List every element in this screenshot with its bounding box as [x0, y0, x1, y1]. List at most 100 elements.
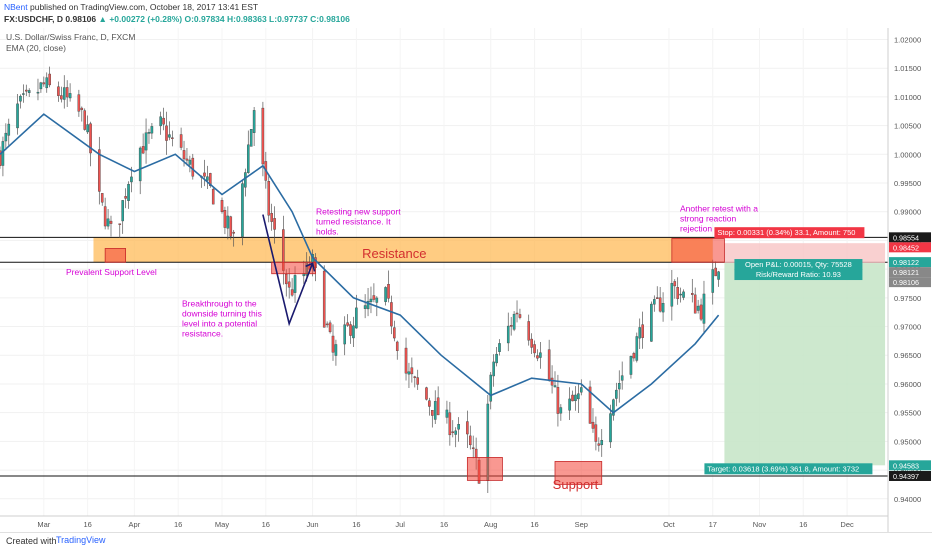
candle-body: [57, 86, 60, 96]
time-tick-label: 16: [262, 520, 270, 529]
candle-body: [466, 421, 469, 435]
candle-body: [407, 371, 411, 375]
ema-line: [0, 113, 720, 414]
time-tick-label: 17: [709, 520, 717, 529]
candle-body: [474, 448, 478, 458]
candle-body: [267, 181, 271, 216]
candle-body: [270, 213, 273, 222]
candle-body: [556, 386, 560, 414]
candle-body: [436, 397, 440, 416]
candle-body: [489, 374, 493, 402]
candle-body: [185, 158, 189, 161]
candle-body: [7, 123, 11, 136]
candle-body: [77, 94, 81, 112]
candle-body: [162, 117, 165, 125]
price-tag-bg: [889, 242, 931, 253]
candle-body: [369, 298, 373, 303]
price-tag: 0.98121: [893, 268, 919, 277]
rr-label: Risk/Reward Ratio: 10.93: [756, 270, 841, 279]
target-label: Target: 0.03618 (3.69%) 361.8, Amount: 3…: [707, 464, 859, 473]
time-tick-label: Apr: [129, 520, 141, 529]
author-link[interactable]: NBent: [4, 2, 28, 12]
candle-body: [165, 125, 168, 141]
candle-body: [547, 349, 551, 381]
candle-body: [433, 401, 437, 420]
candle-body: [0, 150, 2, 166]
price-tag: 0.98106: [893, 278, 919, 287]
price-tick-label: 0.95000: [894, 437, 921, 446]
drawings: [262, 214, 316, 327]
candle-body: [448, 412, 452, 436]
candle-body: [670, 283, 674, 307]
candle-body: [103, 206, 107, 227]
candle-body: [203, 172, 206, 177]
created-with-label: Created with: [6, 536, 57, 546]
stop-zone: [724, 243, 886, 264]
candle-body: [86, 124, 89, 133]
candle-body: [404, 347, 408, 374]
candle-body: [588, 386, 592, 424]
retest-support-label: Retesting new support: [316, 207, 401, 217]
price-tick-label: 0.97500: [894, 294, 921, 303]
candle-body: [159, 116, 162, 127]
candle-body: [617, 383, 621, 390]
candle-body: [287, 281, 291, 288]
candle-body: [638, 327, 642, 339]
time-tick-label: Nov: [753, 520, 767, 529]
ema-legend: EMA (20, close): [6, 43, 66, 53]
price-tick-label: 0.99500: [894, 179, 921, 188]
time-tick-label: Mar: [37, 520, 50, 529]
candle-body: [109, 220, 113, 224]
tradingview-logo[interactable]: TradingView: [56, 535, 106, 545]
prevalent-support-box: [104, 248, 127, 263]
candle-body: [293, 275, 297, 293]
time-tick-label: Oct: [663, 520, 676, 529]
time-tick-label: 16: [83, 520, 91, 529]
candle-body: [290, 289, 294, 296]
candle-body: [468, 435, 472, 446]
price-chart[interactable]: 0.94000 0.94500 0.95000 0.95500 0.96000 0.965…: [0, 28, 932, 532]
price-tick-label: 1.00000: [894, 150, 921, 159]
candle-body: [693, 294, 697, 314]
candle-body: [343, 324, 346, 345]
candle-body: [372, 295, 376, 300]
candle-body: [22, 93, 25, 95]
stop-label: Stop: 0.00331 (0.34%) 33.1, Amount: 750: [717, 228, 855, 237]
candle-body: [229, 216, 233, 237]
candle-body: [530, 338, 533, 348]
last-price: 0.98106: [65, 14, 97, 24]
price-tag: 0.94397: [893, 472, 919, 481]
time-tick-label: 16: [530, 520, 538, 529]
candle-body: [60, 95, 63, 100]
candle-body: [83, 110, 87, 130]
price-tag: 0.98554: [893, 233, 919, 242]
candle-body: [147, 132, 151, 134]
price-tick-label: 1.01500: [894, 64, 921, 73]
ohlc-line: FX:USDCHF, D 0.98106 ▲ +0.00272 (+0.28%)…: [4, 14, 350, 24]
candle-body: [24, 89, 28, 92]
candle-body: [527, 321, 531, 341]
candle-body: [612, 399, 615, 416]
candle-body: [387, 284, 390, 299]
candle-body: [533, 344, 536, 354]
retest-box: [271, 261, 316, 275]
candle-body: [384, 287, 387, 302]
candle-body: [577, 393, 580, 400]
candle-body: [512, 313, 516, 330]
support-label: Support: [553, 477, 599, 492]
stop-label-bg: [714, 227, 865, 239]
candle-body: [65, 87, 69, 98]
candle-body: [349, 324, 352, 336]
time-tick-label: Jun: [307, 520, 319, 529]
support-box-july: [466, 457, 503, 481]
candle-body: [650, 303, 653, 342]
annotation-labels: Resistance Support Prevalent Support Level…: [66, 204, 931, 492]
candle-body: [352, 325, 355, 339]
chart-area[interactable]: 0.94000 0.94500 0.95000 0.95500 0.96000 0.965…: [0, 28, 932, 532]
candle-body: [539, 352, 542, 358]
candles: [0, 66, 720, 494]
candle-body: [571, 394, 574, 402]
candle-body: [579, 387, 583, 393]
candle-body: [655, 297, 659, 299]
candle-body: [334, 344, 338, 356]
